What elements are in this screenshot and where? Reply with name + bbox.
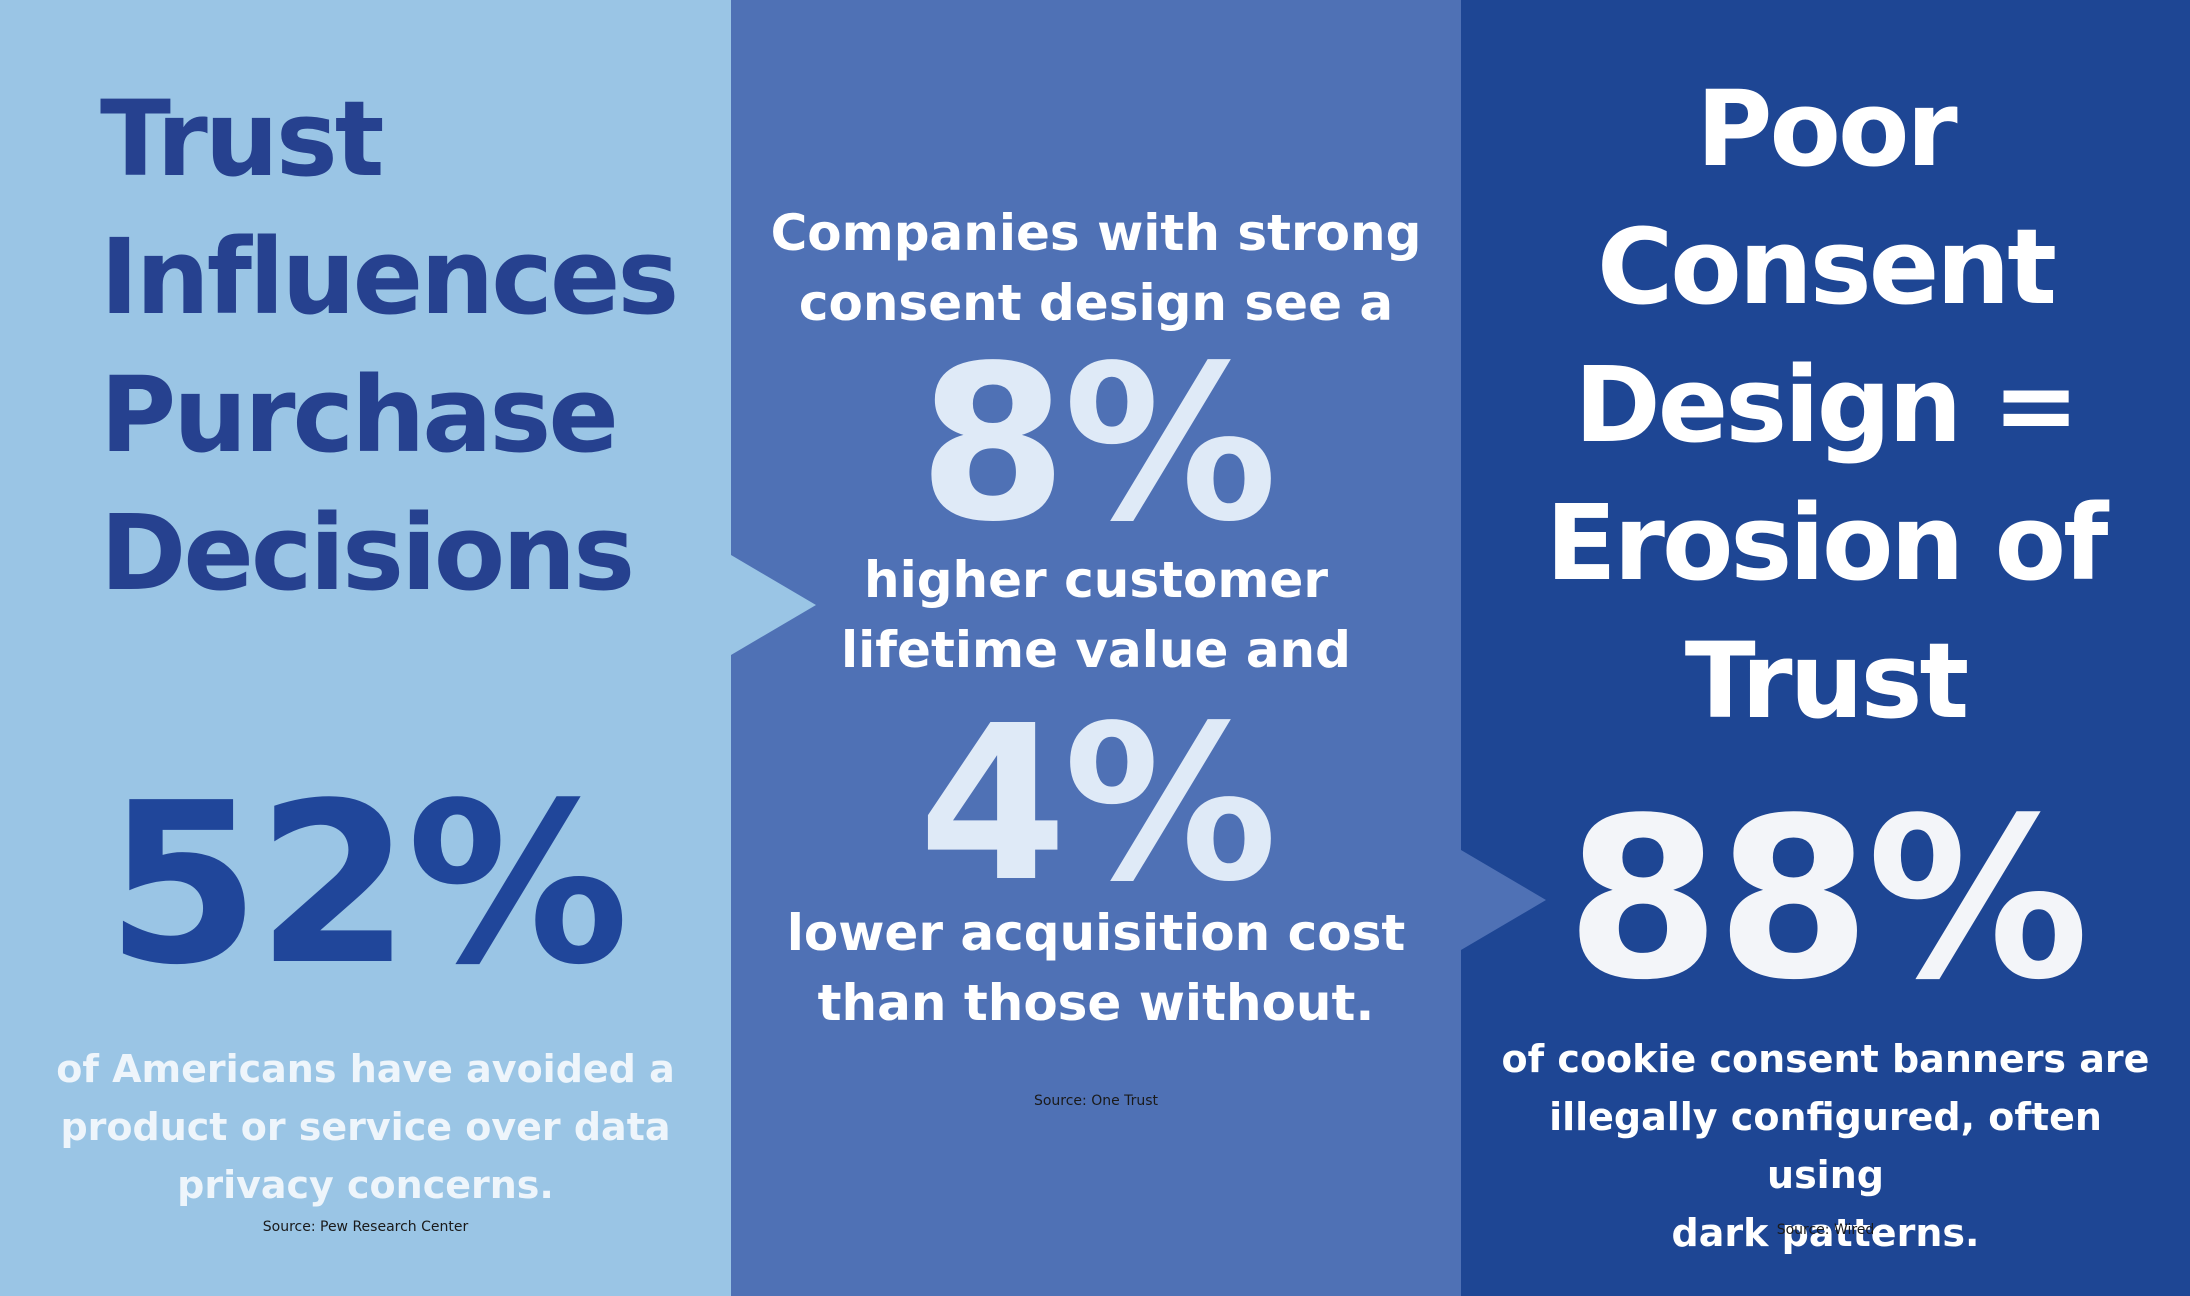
panel2-middle-text: higher customer lifetime value and: [741, 545, 1451, 685]
description-line: product or service over data: [60, 1105, 671, 1149]
middle-line: higher customer: [863, 551, 1328, 609]
title-line: Consent: [1596, 206, 2057, 328]
description-line: privacy concerns.: [177, 1163, 554, 1207]
arrow-right-icon: [1461, 850, 1546, 950]
panel3-stat: 88%: [1565, 771, 2089, 1029]
intro-line: Companies with strong: [770, 204, 1422, 262]
intro-line: consent design see a: [798, 274, 1394, 332]
panel2-stat-acquisition: 4%: [918, 680, 1277, 929]
description-line: of Americans have avoided a: [56, 1047, 675, 1091]
panel3-source: Source: Wired: [1776, 1222, 1875, 1238]
end-line: than those without.: [817, 974, 1375, 1032]
panel1-stat: 52%: [105, 756, 629, 1014]
title-line: Trust: [1684, 620, 1969, 742]
panel-trust-influences: [0, 0, 731, 1296]
description-line: of cookie consent banners are: [1501, 1037, 2150, 1081]
panel-consent-design-benefits: [731, 0, 1461, 1296]
panel2-source: Source: One Trust: [1033, 1093, 1159, 1109]
title-line: Design =: [1574, 344, 2079, 466]
description-line: dark patterns.: [1671, 1211, 1980, 1255]
title-line: Decisions: [100, 492, 635, 614]
description-line: illegally configured, often using: [1549, 1095, 2102, 1197]
end-line: lower acquisition cost: [786, 904, 1406, 962]
panel2-stat-clv: 8%: [918, 320, 1277, 569]
title-line: Influences: [100, 216, 679, 338]
panel1-source: Source: Pew Research Center: [262, 1219, 469, 1235]
panel2-intro: Companies with strong consent design see…: [741, 198, 1451, 338]
middle-line: lifetime value and: [841, 621, 1351, 679]
title-line: Poor: [1696, 68, 1957, 190]
panel3-title: Poor Consent Design = Erosion of Trust: [1461, 60, 2190, 750]
panel2-end-text: lower acquisition cost than those withou…: [741, 898, 1451, 1038]
panel1-title: Trust Influences Purchase Decisions: [100, 70, 679, 622]
panel3-description: of cookie consent banners are illegally …: [1496, 1030, 2155, 1262]
arrow-right-icon: [731, 555, 816, 655]
panel1-description: of Americans have avoided a product or s…: [40, 1040, 691, 1214]
panel-poor-consent-design: [1461, 0, 2190, 1296]
title-line: Erosion of: [1545, 482, 2109, 604]
title-line: Purchase: [100, 354, 619, 476]
title-line: Trust: [100, 78, 384, 200]
